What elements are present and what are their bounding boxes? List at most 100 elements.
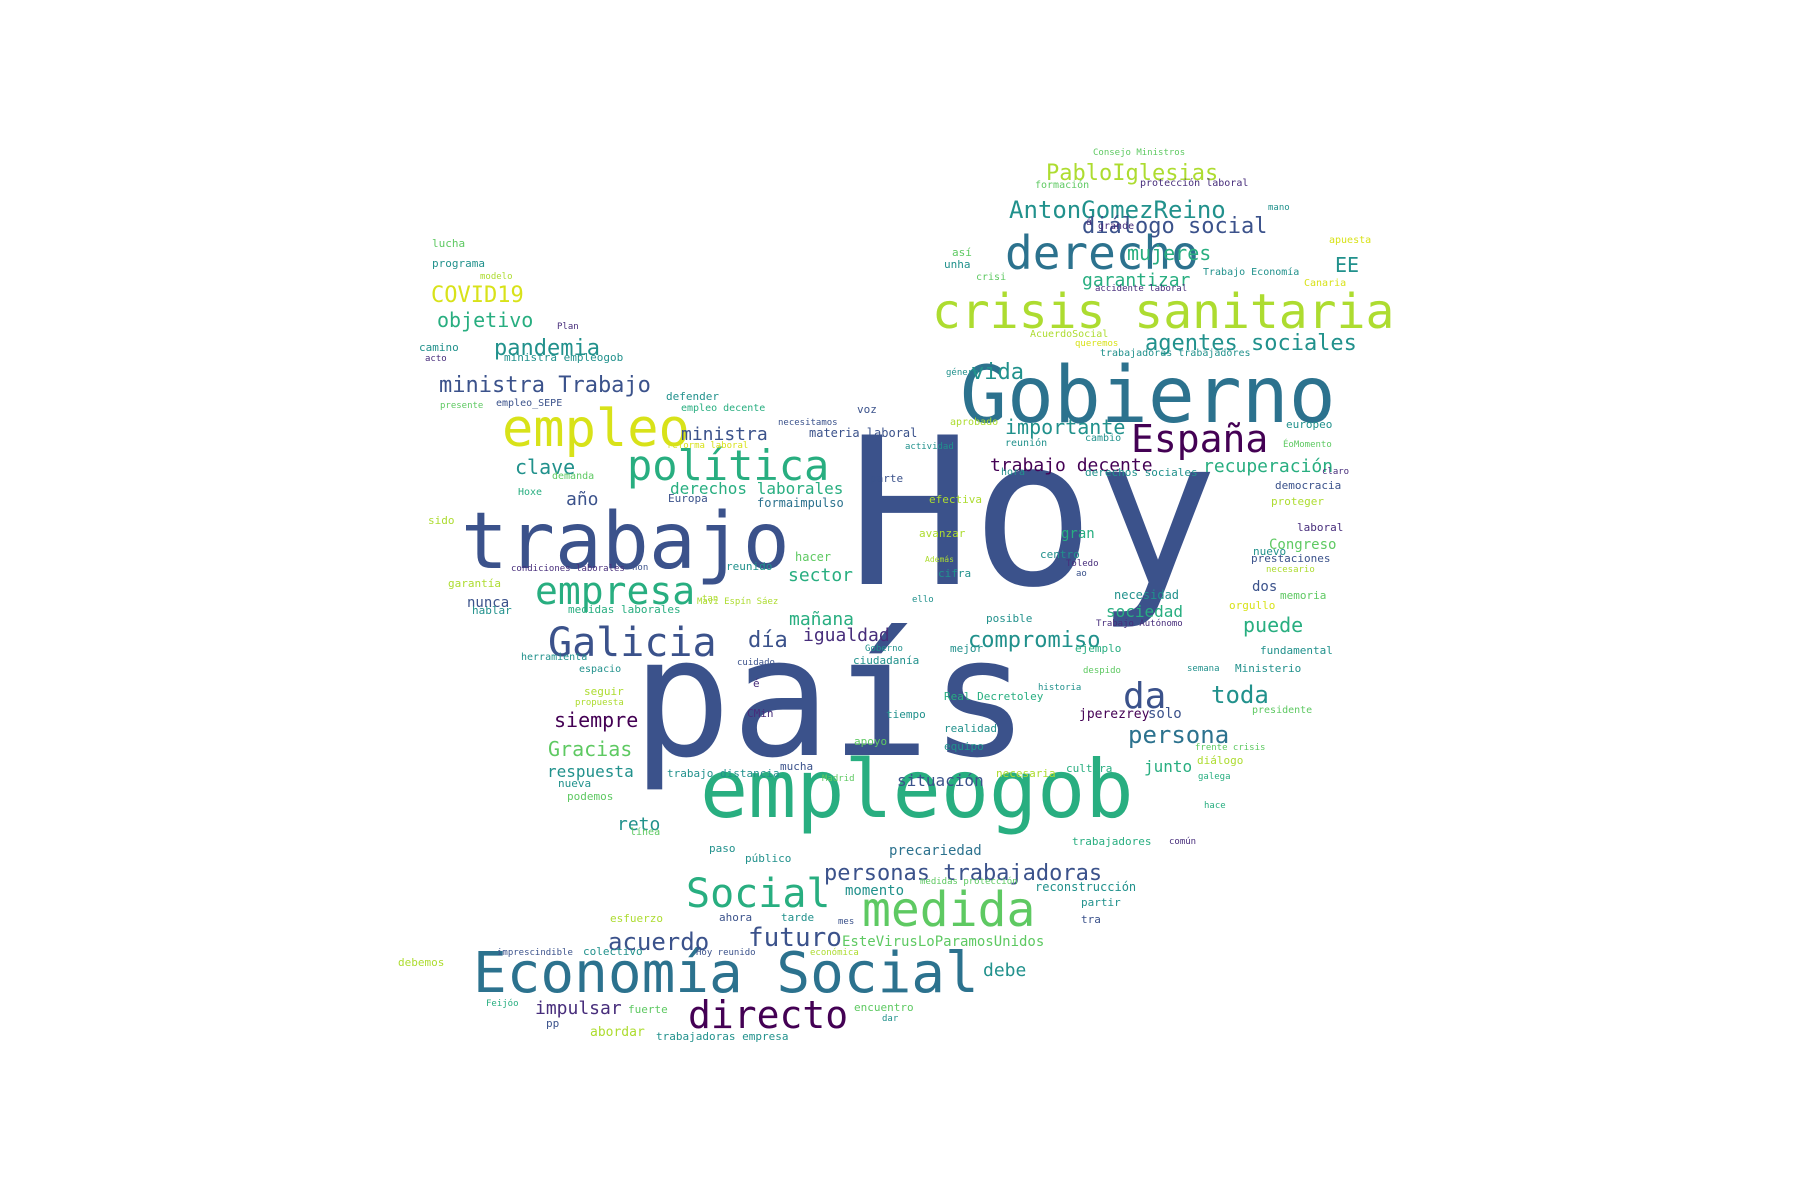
cloud-word: AntonGomezReino [1009, 196, 1226, 224]
cloud-word: género [946, 367, 979, 378]
cloud-word: aprobado [950, 417, 998, 428]
cloud-word: Hoxe [518, 487, 542, 498]
cloud-word: da [1123, 676, 1166, 717]
cloud-word: historia [1038, 683, 1081, 693]
cloud-word: Congreso [1269, 537, 1336, 553]
cloud-word: memoria [1280, 589, 1326, 602]
cloud-word: situación [897, 771, 984, 790]
cloud-word: avanzar [919, 527, 966, 540]
cloud-word: Gobierno [960, 351, 1336, 441]
cloud-word: Consejo Ministros [1093, 148, 1185, 158]
cloud-word: reforma laboral [667, 441, 748, 451]
cloud-word: cifra [938, 567, 971, 580]
cloud-word: sociedad [1106, 602, 1183, 621]
cloud-word: dos [1252, 579, 1277, 595]
cloud-word: actividad [905, 442, 954, 452]
cloud-word: programa [432, 257, 485, 270]
cloud-word: hablar [472, 604, 512, 617]
cloud-word: garantizar [1082, 270, 1191, 291]
cloud-word: trabajadores [1072, 835, 1151, 848]
cloud-word: derechos sociales [1085, 466, 1198, 479]
cloud-word: formaimpulso [757, 496, 844, 510]
cloud-word: presente [440, 401, 483, 411]
cloud-word: encuentro [854, 1001, 914, 1014]
cloud-word: mujeres [1127, 241, 1211, 265]
cloud-word: cuidado [737, 658, 775, 668]
cloud-word: sector [788, 565, 853, 586]
cloud-word: apoyo [854, 735, 887, 748]
cloud-word: reconstrucción [1035, 880, 1136, 894]
cloud-word: Trabajo Autónomo [1096, 618, 1183, 629]
cloud-word: derechos laborales [670, 479, 843, 498]
cloud-word: Trabajo Economía [1203, 266, 1299, 278]
cloud-word: accidente laboral [1095, 284, 1187, 294]
cloud-word: empleo decente [681, 403, 765, 414]
cloud-word: necesaria [996, 767, 1056, 780]
cloud-word: ministra empleogob [504, 351, 623, 364]
cloud-word: presidente [1252, 705, 1312, 716]
cloud-word: medidas laborales [568, 603, 681, 616]
cloud-word: abordar [590, 1025, 645, 1040]
cloud-word: país [632, 602, 1029, 794]
cloud-word: cambio [1085, 433, 1121, 444]
cloud-word: Mavi Espín Sáez [697, 597, 778, 607]
cloud-word: europeo [1286, 418, 1332, 431]
cloud-word: esfuerzo [610, 912, 663, 925]
cloud-word: modelo [480, 272, 513, 282]
cloud-word: año [566, 489, 599, 510]
cloud-word: necesitamos [778, 418, 838, 428]
cloud-word: equipo [944, 740, 984, 753]
cloud-word: mucha [780, 760, 813, 773]
cloud-word: Gracias [548, 737, 632, 761]
cloud-word: día [748, 628, 788, 653]
cloud-word: dar [882, 1014, 899, 1024]
cloud-word: trabajo [461, 497, 790, 587]
cloud-word: Hoy reunido [696, 948, 756, 958]
cloud-word: proteger [1271, 495, 1324, 508]
cloud-word: propuesta [575, 698, 624, 708]
cloud-word: ÉoMomento [1283, 438, 1332, 450]
cloud-word: realidad [944, 722, 997, 735]
cloud-word: ciudadanía [853, 654, 919, 667]
cloud-word: despido [1083, 666, 1121, 676]
cloud-word: Real Decretoley [944, 690, 1044, 703]
cloud-word: trabajadoras trabajadores [1100, 348, 1251, 359]
cloud-word: necesidad [1114, 588, 1179, 602]
cloud-word: apuesta [1329, 235, 1371, 246]
cloud-word: puede [1243, 613, 1303, 637]
cloud-word: á [1086, 216, 1092, 228]
cloud-word: camino [419, 341, 459, 354]
cloud-word: parte [870, 472, 903, 485]
cloud-word: cultura [1066, 762, 1112, 775]
cloud-word: laboral [1297, 521, 1343, 534]
cloud-word: é [753, 677, 760, 690]
cloud-word: Social [686, 871, 831, 917]
cloud-word: empleo [502, 399, 690, 459]
cloud-word: trabajo distancia [667, 767, 780, 780]
cloud-word: galega [1198, 772, 1231, 782]
cloud-word: mañana [789, 609, 854, 630]
cloud-word: personas trabajadoras [824, 861, 1102, 886]
cloud-word: PabloIglesias [1046, 161, 1218, 186]
cloud-word: Hoy [848, 395, 1218, 633]
cloud-word: Canaria [1304, 278, 1346, 289]
cloud-word: mejor [950, 642, 983, 655]
cloud-word: reto [617, 814, 660, 835]
cloud-word: impulsar [535, 998, 622, 1019]
cloud-word: empleogob [700, 743, 1133, 836]
cloud-word: España [1131, 417, 1268, 461]
cloud-word: común [1169, 837, 1196, 847]
cloud-word: ello [912, 595, 934, 605]
cloud-word: podemos [567, 790, 613, 803]
cloud-word: Economía Social [473, 941, 979, 1006]
cloud-word: grande [1098, 221, 1134, 232]
cloud-word: ministra Trabajo [439, 373, 651, 398]
cloud-word: futuro [748, 923, 842, 953]
cloud-word: empresa [535, 569, 695, 613]
cloud-word: línea [630, 826, 660, 838]
cloud-word: defender [666, 390, 719, 403]
cloud-word: reunido [726, 560, 772, 573]
cloud-word: ministra [681, 424, 768, 445]
cloud-word: garantía [448, 577, 501, 590]
